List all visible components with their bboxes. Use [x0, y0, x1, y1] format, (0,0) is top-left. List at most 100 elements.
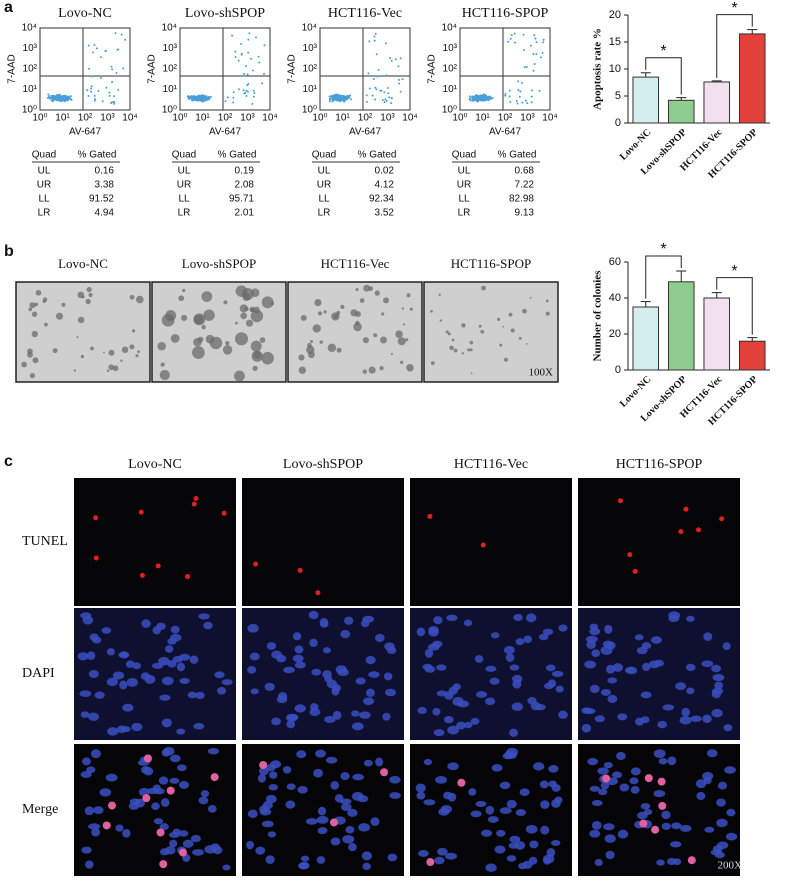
bar — [738, 33, 766, 124]
nucleus — [529, 840, 539, 849]
event-dot — [234, 55, 237, 58]
event-dot — [248, 32, 251, 35]
nucleus — [690, 715, 702, 722]
event-dot — [338, 95, 341, 98]
event-dot — [542, 38, 545, 41]
colony — [405, 338, 409, 342]
colony — [252, 365, 258, 372]
colony — [510, 328, 515, 333]
event-dot — [124, 38, 127, 41]
nucleus — [616, 751, 626, 761]
event-dot — [509, 37, 512, 40]
event-dot — [542, 41, 545, 44]
colony — [390, 352, 393, 355]
colony — [160, 362, 165, 367]
event-dot — [115, 71, 118, 74]
nucleus — [266, 642, 277, 650]
nucleus — [706, 749, 718, 758]
y-tick-label: 10⁰ — [302, 105, 317, 116]
table-cell: LL — [38, 194, 50, 205]
nucleus — [506, 799, 517, 809]
event-dot — [517, 89, 520, 92]
events — [187, 32, 266, 105]
colony — [359, 298, 365, 303]
colony — [159, 369, 170, 381]
nucleus — [158, 776, 169, 785]
nucleus — [176, 728, 186, 735]
colony — [310, 340, 313, 343]
colony — [340, 304, 345, 309]
event-dot — [257, 55, 260, 58]
colony — [445, 330, 449, 334]
nucleus — [316, 815, 329, 824]
nucleus — [474, 655, 484, 663]
event-dot — [95, 47, 98, 50]
event-dot — [530, 101, 533, 104]
table-cell: 2.08 — [235, 180, 255, 191]
event-dot — [522, 33, 525, 36]
colony — [522, 308, 527, 314]
colony — [362, 337, 369, 344]
nucleus — [499, 807, 512, 814]
colony — [518, 336, 522, 340]
significance-bracket — [645, 255, 682, 299]
event-dot — [247, 51, 250, 54]
colony — [363, 284, 371, 292]
nucleus — [417, 706, 427, 715]
colony — [85, 298, 91, 305]
colony — [181, 314, 188, 321]
row-label: TUNEL — [22, 534, 68, 549]
bar — [703, 297, 731, 371]
apoptotic-cell — [155, 563, 161, 569]
colony — [406, 293, 411, 298]
event-dot — [379, 89, 382, 92]
event-dot — [92, 51, 95, 54]
event-dot — [190, 95, 193, 98]
apoptotic-cell — [678, 529, 684, 535]
nucleus — [523, 635, 533, 644]
nucleus — [475, 800, 487, 808]
event-dot — [508, 95, 511, 98]
nucleus — [542, 628, 554, 636]
nucleus — [176, 662, 186, 672]
nucleus — [487, 816, 499, 823]
event-dot — [486, 96, 489, 99]
nucleus — [189, 655, 199, 664]
colony — [497, 317, 501, 321]
event-dot — [51, 96, 54, 99]
nucleus — [586, 640, 596, 649]
event-dot — [97, 90, 100, 93]
event-dot — [397, 78, 400, 81]
nucleus — [93, 806, 104, 814]
x-tick-label: 10⁴ — [402, 113, 417, 124]
colony — [233, 370, 245, 382]
colony — [203, 309, 215, 321]
nucleus — [169, 839, 178, 848]
nucleus — [207, 748, 220, 755]
apoptotic-cell — [617, 498, 623, 504]
nucleus — [170, 625, 180, 634]
event-dot — [105, 49, 108, 52]
nucleus — [673, 858, 682, 866]
nucleus — [714, 681, 724, 690]
nucleus — [138, 787, 150, 797]
event-dot — [90, 85, 93, 88]
apoptotic-cell — [683, 506, 689, 512]
event-dot — [534, 37, 537, 40]
apoptotic-cell — [138, 509, 144, 515]
event-dot — [110, 101, 113, 104]
colony — [400, 360, 404, 364]
y-tick-label: 10⁴ — [162, 23, 177, 34]
event-dot — [518, 95, 521, 98]
nucleus — [607, 677, 618, 684]
event-dot — [336, 95, 339, 98]
apoptotic-cell — [102, 821, 111, 830]
nucleus — [662, 704, 675, 711]
apoptotic-cell — [696, 527, 702, 533]
nucleus — [491, 764, 503, 772]
nucleus — [305, 818, 318, 825]
significance-star: * — [731, 0, 737, 17]
nucleus — [317, 827, 328, 835]
nucleus — [640, 691, 652, 699]
event-dot — [116, 48, 119, 51]
